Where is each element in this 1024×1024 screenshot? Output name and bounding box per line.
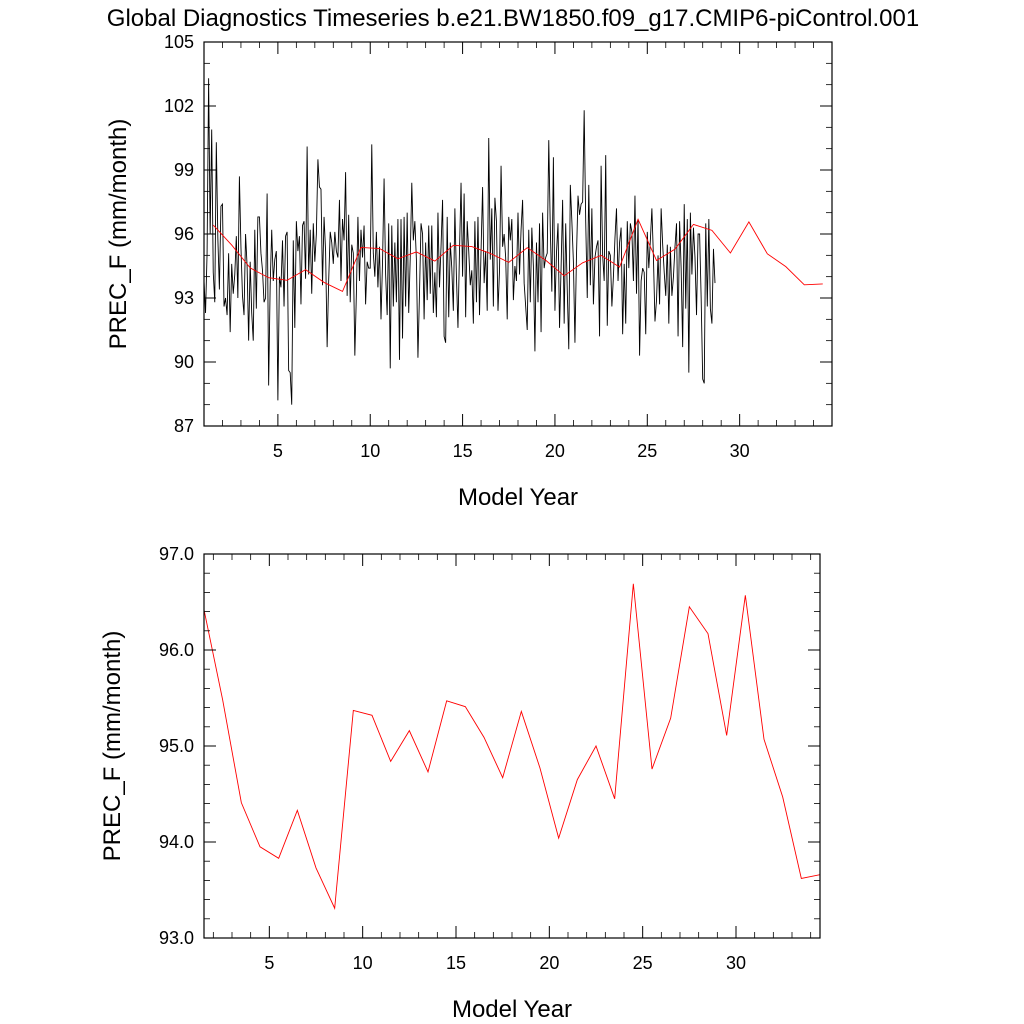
x-tick-label: 30 <box>726 953 746 973</box>
x-tick-label: 20 <box>545 441 565 461</box>
x-tick-label: 20 <box>539 953 559 973</box>
y-tick-label: 105 <box>164 32 194 52</box>
y-axis-label: PREC_F (mm/month) <box>99 631 126 862</box>
y-tick-label: 93.0 <box>159 928 194 948</box>
x-axis-label: Model Year <box>458 484 578 511</box>
plot-frame <box>203 41 833 427</box>
x-tick-label: 25 <box>637 441 657 461</box>
bottom-panel: 5 10 15 20 25 30 93.0 94.0 95.0 96.0 97.0 Model Yea… <box>99 544 821 1023</box>
y-tick-label: 87 <box>174 416 194 436</box>
y-tick-label: 93 <box>174 288 194 308</box>
y-tick-label: 97.0 <box>159 544 194 564</box>
bottom-series-annual-mean-line <box>204 583 820 910</box>
y-axis-label: PREC_F (mm/month) <box>105 119 132 350</box>
top-series-monthly-line <box>204 78 716 405</box>
y-tick-label: 99 <box>174 160 194 180</box>
y-tick-label: 96 <box>174 224 194 244</box>
y-tick-label: 96.0 <box>159 640 194 660</box>
x-tick-label: 5 <box>273 441 283 461</box>
y-tick-label: 90 <box>174 352 194 372</box>
y-tick-label: 94.0 <box>159 832 194 852</box>
x-tick-label: 15 <box>446 953 466 973</box>
x-tick-label: 5 <box>264 953 274 973</box>
x-tick-label: 15 <box>453 441 473 461</box>
y-tick-label: 102 <box>164 96 194 116</box>
x-tick-label: 10 <box>360 441 380 461</box>
x-tick-label: 30 <box>730 441 750 461</box>
figure-title: Global Diagnostics Timeseries b.e21.BW18… <box>107 5 919 32</box>
top-series-annual-mean-line <box>212 218 823 293</box>
x-tick-label: 10 <box>353 953 373 973</box>
y-tick-label: 95.0 <box>159 736 194 756</box>
top-panel: 5 10 15 20 25 30 87 90 93 96 99 102 105 Model Year PRE… <box>105 32 833 511</box>
x-tick-label: 25 <box>633 953 653 973</box>
x-axis-label: Model Year <box>452 996 572 1023</box>
